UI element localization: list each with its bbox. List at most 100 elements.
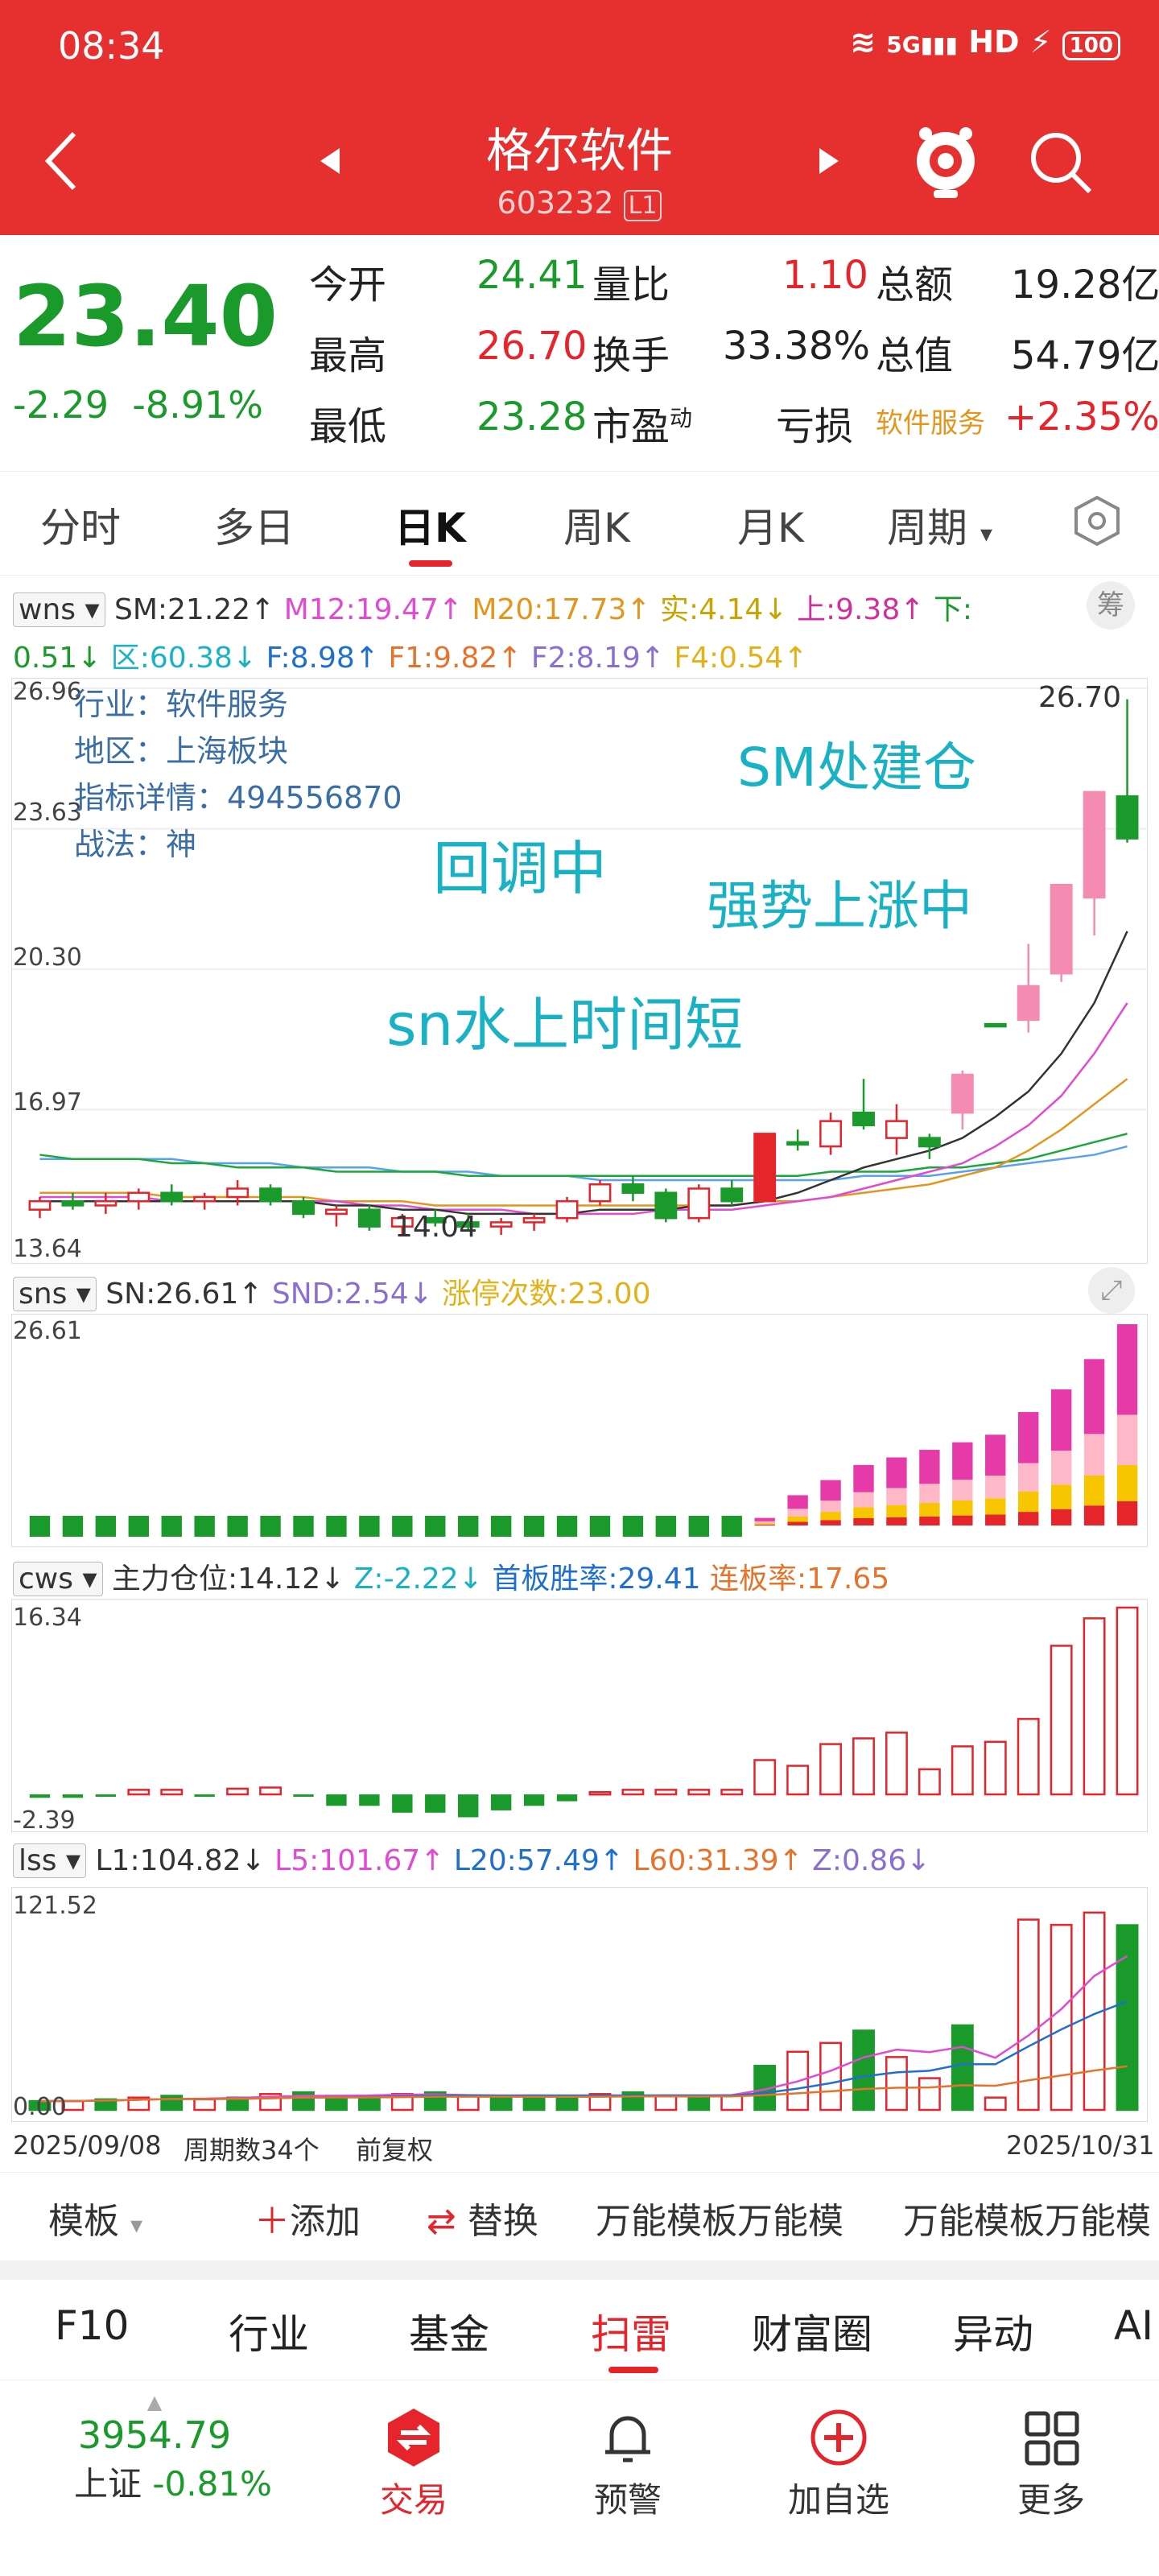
cws-bar-9 (326, 1794, 347, 1806)
sns-legend-item-1: SND:2.54↓ (262, 1278, 433, 1311)
quote-panel: 23.40 -2.29 -8.91% 今开 24.41 最高 26.70 最低 … (0, 235, 1159, 469)
cws-legend-item-2: 首板胜率:29.41 (482, 1563, 701, 1596)
template-item-1[interactable]: 万能模板万能模 (596, 2201, 843, 2242)
template-dropdown[interactable]: 模板 ▾ (48, 2201, 143, 2242)
stock-info-block: 行业：软件服务 地区：上海板块 指标详情：494556870 战法：神 (74, 681, 402, 868)
cws-bar-17 (588, 1790, 612, 1796)
chevron-down-icon: ▾ (130, 2211, 143, 2240)
ftab-scan[interactable]: 扫雷 (591, 2311, 671, 2358)
sns-bar-27-seg-1 (919, 1502, 940, 1517)
lss-bar-26 (885, 2056, 908, 2112)
template-item-2[interactable]: 万能模板万能模 (903, 2201, 1151, 2242)
candle-body-8 (292, 1199, 315, 1216)
cws-indicator-select[interactable]: cws ▾ (13, 1562, 103, 1596)
cws-bar-31 (1050, 1645, 1073, 1796)
nav-trade[interactable]: 交易 (333, 2405, 494, 2522)
sns-bar-5 (194, 1516, 215, 1537)
ma_blue-line (39, 1145, 1128, 1182)
cws-bar-26 (885, 1732, 908, 1796)
lss-legend-item-3: L60:31.39↑ (624, 1844, 803, 1877)
ftab-wealth-circle[interactable]: 财富圈 (752, 2311, 872, 2358)
ftab-industry[interactable]: 行业 (229, 2311, 309, 2358)
cws-bar-30 (1017, 1718, 1040, 1796)
grid-icon (1025, 2411, 1079, 2466)
sns-bar-20 (688, 1516, 709, 1537)
level-badge: L1 (623, 190, 662, 221)
lss-bar-13 (456, 2095, 480, 2112)
cws-bar-5 (194, 1794, 215, 1798)
y-label-5: 13.64 (13, 1235, 82, 1263)
cws-bar-10 (359, 1794, 380, 1806)
lss-svg (28, 1911, 1139, 2112)
sns-chart[interactable] (11, 1314, 1148, 1547)
sns-bar-26-seg-3 (886, 1457, 907, 1488)
sns-ymax: 26.61 (13, 1317, 82, 1345)
chip-distribution-button[interactable]: 筹 (1087, 581, 1135, 630)
cws-bar-24 (819, 1743, 843, 1796)
next-stock-icon[interactable] (816, 147, 840, 175)
back-arrow-icon[interactable] (42, 129, 82, 193)
ftab-abnormal[interactable]: 异动 (953, 2311, 1033, 2358)
tab-weekly-k[interactable]: 周K (563, 505, 630, 551)
sns-bar-33-seg-0 (1116, 1501, 1138, 1525)
tab-intraday[interactable]: 分时 (40, 505, 121, 551)
add-template-button[interactable]: ＋添加 (254, 2201, 361, 2242)
candle-body-28 (951, 1073, 974, 1114)
low-value: 23.28 (476, 394, 588, 440)
candle-body-7 (259, 1187, 283, 1203)
sns-svg (29, 1324, 1138, 1537)
cws-bar-18 (621, 1789, 645, 1796)
signal-icon: 5G▮▮▮ (886, 31, 958, 58)
candle-body-26 (885, 1120, 908, 1139)
bell-icon (605, 2416, 650, 2462)
lss-chart[interactable] (11, 1887, 1148, 2122)
candle-body-29 (984, 1022, 1007, 1028)
nav-more[interactable]: 更多 (971, 2405, 1132, 2522)
x-start-date: 2025/09/08 (13, 2130, 162, 2161)
nav-add-watchlist[interactable]: 加自选 (758, 2405, 919, 2522)
main-indicator-select[interactable]: wns ▾ (13, 592, 105, 627)
cws-chart[interactable] (11, 1599, 1148, 1832)
kline-chart[interactable] (11, 678, 1149, 1264)
cws-bar-15 (523, 1794, 545, 1806)
main-legend-item-0: SM:21.22↑ (113, 593, 275, 626)
tab-multiday[interactable]: 多日 (214, 505, 295, 551)
sector-name[interactable]: 软件服务 (876, 407, 985, 440)
ftab-fund[interactable]: 基金 (409, 2311, 489, 2358)
template-bar: 模板 ▾ ＋添加 ⇄ 替换 万能模板万能模 万能模板万能模 (0, 2172, 1159, 2260)
cws-bar-22 (753, 1759, 777, 1796)
sns-legend: sns ▾ SN:26.61↑ SND:2.54↓ 涨停次数:23.00 (13, 1270, 650, 1312)
lss-bar-31 (1050, 1923, 1073, 2112)
tab-daily-k[interactable]: 日K (394, 505, 466, 551)
sns-bar-28-seg-1 (952, 1500, 973, 1516)
settings-hexagon-icon[interactable] (1070, 494, 1124, 547)
candle-body-25 (852, 1111, 875, 1127)
expand-icon[interactable]: ⤢ (1088, 1267, 1135, 1314)
tab-period[interactable]: 周期 ▾ (887, 505, 992, 551)
mascot-icon[interactable] (911, 121, 980, 201)
candle-body-6 (226, 1187, 250, 1199)
lss-indicator-select[interactable]: lss ▾ (13, 1843, 87, 1878)
candle-body-18 (621, 1183, 645, 1194)
sns-bar-19 (655, 1516, 677, 1537)
cws-bar-32 (1083, 1617, 1106, 1796)
main2-legend-item-1: 区:60.38↓ (101, 642, 258, 675)
cws-bar-14 (490, 1794, 512, 1810)
sns-indicator-select[interactable]: sns ▾ (13, 1277, 97, 1311)
ftab-ai[interactable]: AI (1114, 2302, 1153, 2349)
index-quote[interactable]: ▲ 3954.79 上证 -0.81% (74, 2391, 272, 2506)
search-icon[interactable] (1027, 129, 1095, 196)
candle-body-5 (193, 1195, 217, 1203)
prev-stock-icon[interactable] (319, 147, 343, 175)
tab-monthly-k[interactable]: 月K (737, 505, 804, 551)
nav-alert[interactable]: 预警 (547, 2405, 708, 2522)
replace-template-button[interactable]: ⇄ 替换 (427, 2201, 538, 2242)
sns-bar-0 (29, 1516, 51, 1537)
cws-bar-27 (918, 1768, 941, 1796)
candle-body-19 (654, 1191, 678, 1220)
ftab-f10[interactable]: F10 (55, 2302, 130, 2349)
ma_long-line (39, 1133, 1128, 1178)
adjust-mode[interactable]: 前复权 (356, 2135, 434, 2165)
vol-ratio-label: 量比 (592, 262, 670, 308)
cws-legend-item-0: 主力仓位:14.12↓ (111, 1563, 345, 1596)
